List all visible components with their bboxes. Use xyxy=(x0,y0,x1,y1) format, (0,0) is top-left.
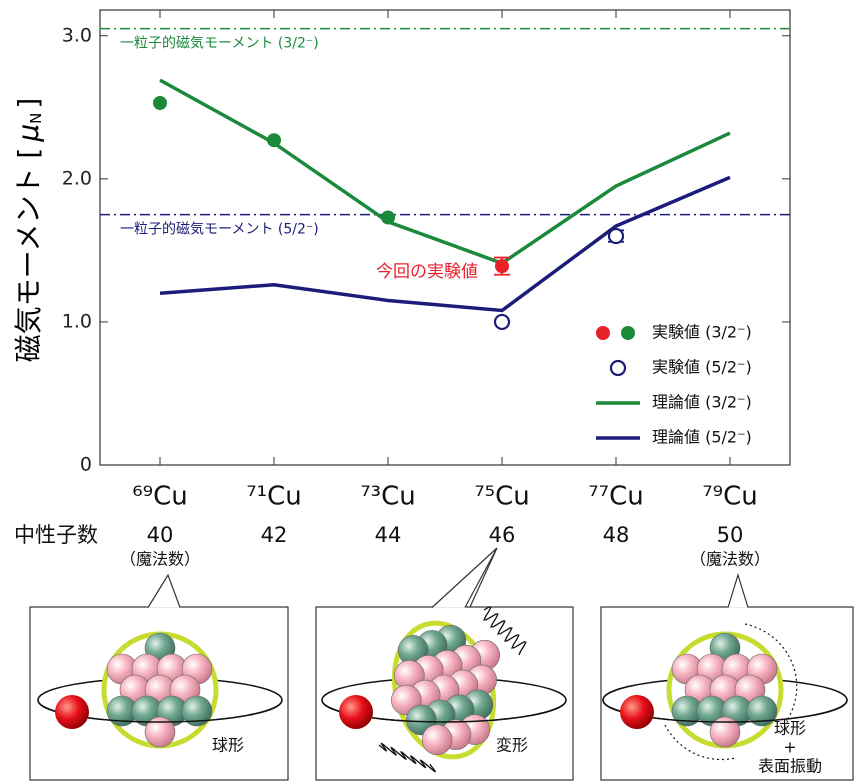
y-label-sub: N xyxy=(27,113,45,124)
data-point xyxy=(495,259,509,273)
data-point xyxy=(153,96,167,110)
data-point xyxy=(267,133,281,147)
x-tick-label: ⁷⁵Cu xyxy=(474,482,529,512)
figure: 磁気モーメント [ μN] 0 1.0 2.0 3.0 ⁶⁹Cu 40 （魔法数） ⁷¹Cu 42… xyxy=(0,0,854,781)
legend-label: 実験値 (3/2⁻) xyxy=(652,323,752,342)
diagram-label: 球形 xyxy=(212,736,244,755)
legend-label: 理論値 (3/2⁻) xyxy=(652,393,752,412)
data-point xyxy=(381,210,395,224)
y-label-unit: μ xyxy=(12,124,45,143)
diagram-label: 球形 xyxy=(774,719,806,738)
diagram-label: + xyxy=(783,738,796,757)
electron xyxy=(339,695,373,729)
neutron-number: 48 xyxy=(603,523,630,547)
y-label-text: 磁気モーメント [ xyxy=(12,148,45,363)
legend-label: 理論値 (5/2⁻) xyxy=(652,428,752,447)
electron xyxy=(55,695,89,729)
annotation: 今回の実験値 xyxy=(376,262,478,282)
x-tick-label: ⁷⁷Cu xyxy=(588,482,643,512)
y-label-close: ] xyxy=(12,98,45,109)
diagram-label: 表面振動 xyxy=(758,757,822,776)
neutron-number: 42 xyxy=(261,523,288,547)
reference-label: 一粒子的磁気モーメント (3/2⁻) xyxy=(120,36,319,52)
magic-note: （魔法数） xyxy=(690,550,770,569)
x-tick-label: ⁷⁹Cu xyxy=(702,482,757,512)
neutron-number: 40 xyxy=(147,523,174,547)
x-tick-label: ⁶⁹Cu xyxy=(132,482,187,512)
diagram-label: 変形 xyxy=(496,736,528,755)
neutron-number: 46 xyxy=(489,523,516,547)
electron xyxy=(620,695,654,729)
y-axis-label: 磁気モーメント [ μN] xyxy=(12,98,45,363)
x-tick-label: ⁷³Cu xyxy=(360,482,415,512)
legend-marker xyxy=(611,361,625,375)
neutron-number: 44 xyxy=(375,523,402,547)
x-tick-label: ⁷¹Cu xyxy=(246,482,301,512)
data-point xyxy=(609,229,623,243)
y-tick-label: 0 xyxy=(80,454,92,476)
legend-marker xyxy=(621,326,635,340)
y-tick-label: 2.0 xyxy=(62,167,92,189)
magic-note: （魔法数） xyxy=(120,550,200,569)
legend-label: 実験値 (5/2⁻) xyxy=(652,358,752,377)
neutron-number: 50 xyxy=(717,523,744,547)
y-tick-label: 3.0 xyxy=(62,24,92,46)
y-tick-label: 1.0 xyxy=(62,310,92,332)
data-point xyxy=(495,315,509,329)
legend-marker xyxy=(596,326,610,340)
neutron-label: 中性子数 xyxy=(14,523,98,547)
nucleon xyxy=(422,725,452,755)
reference-label: 一粒子的磁気モーメント (5/2⁻) xyxy=(120,222,319,238)
